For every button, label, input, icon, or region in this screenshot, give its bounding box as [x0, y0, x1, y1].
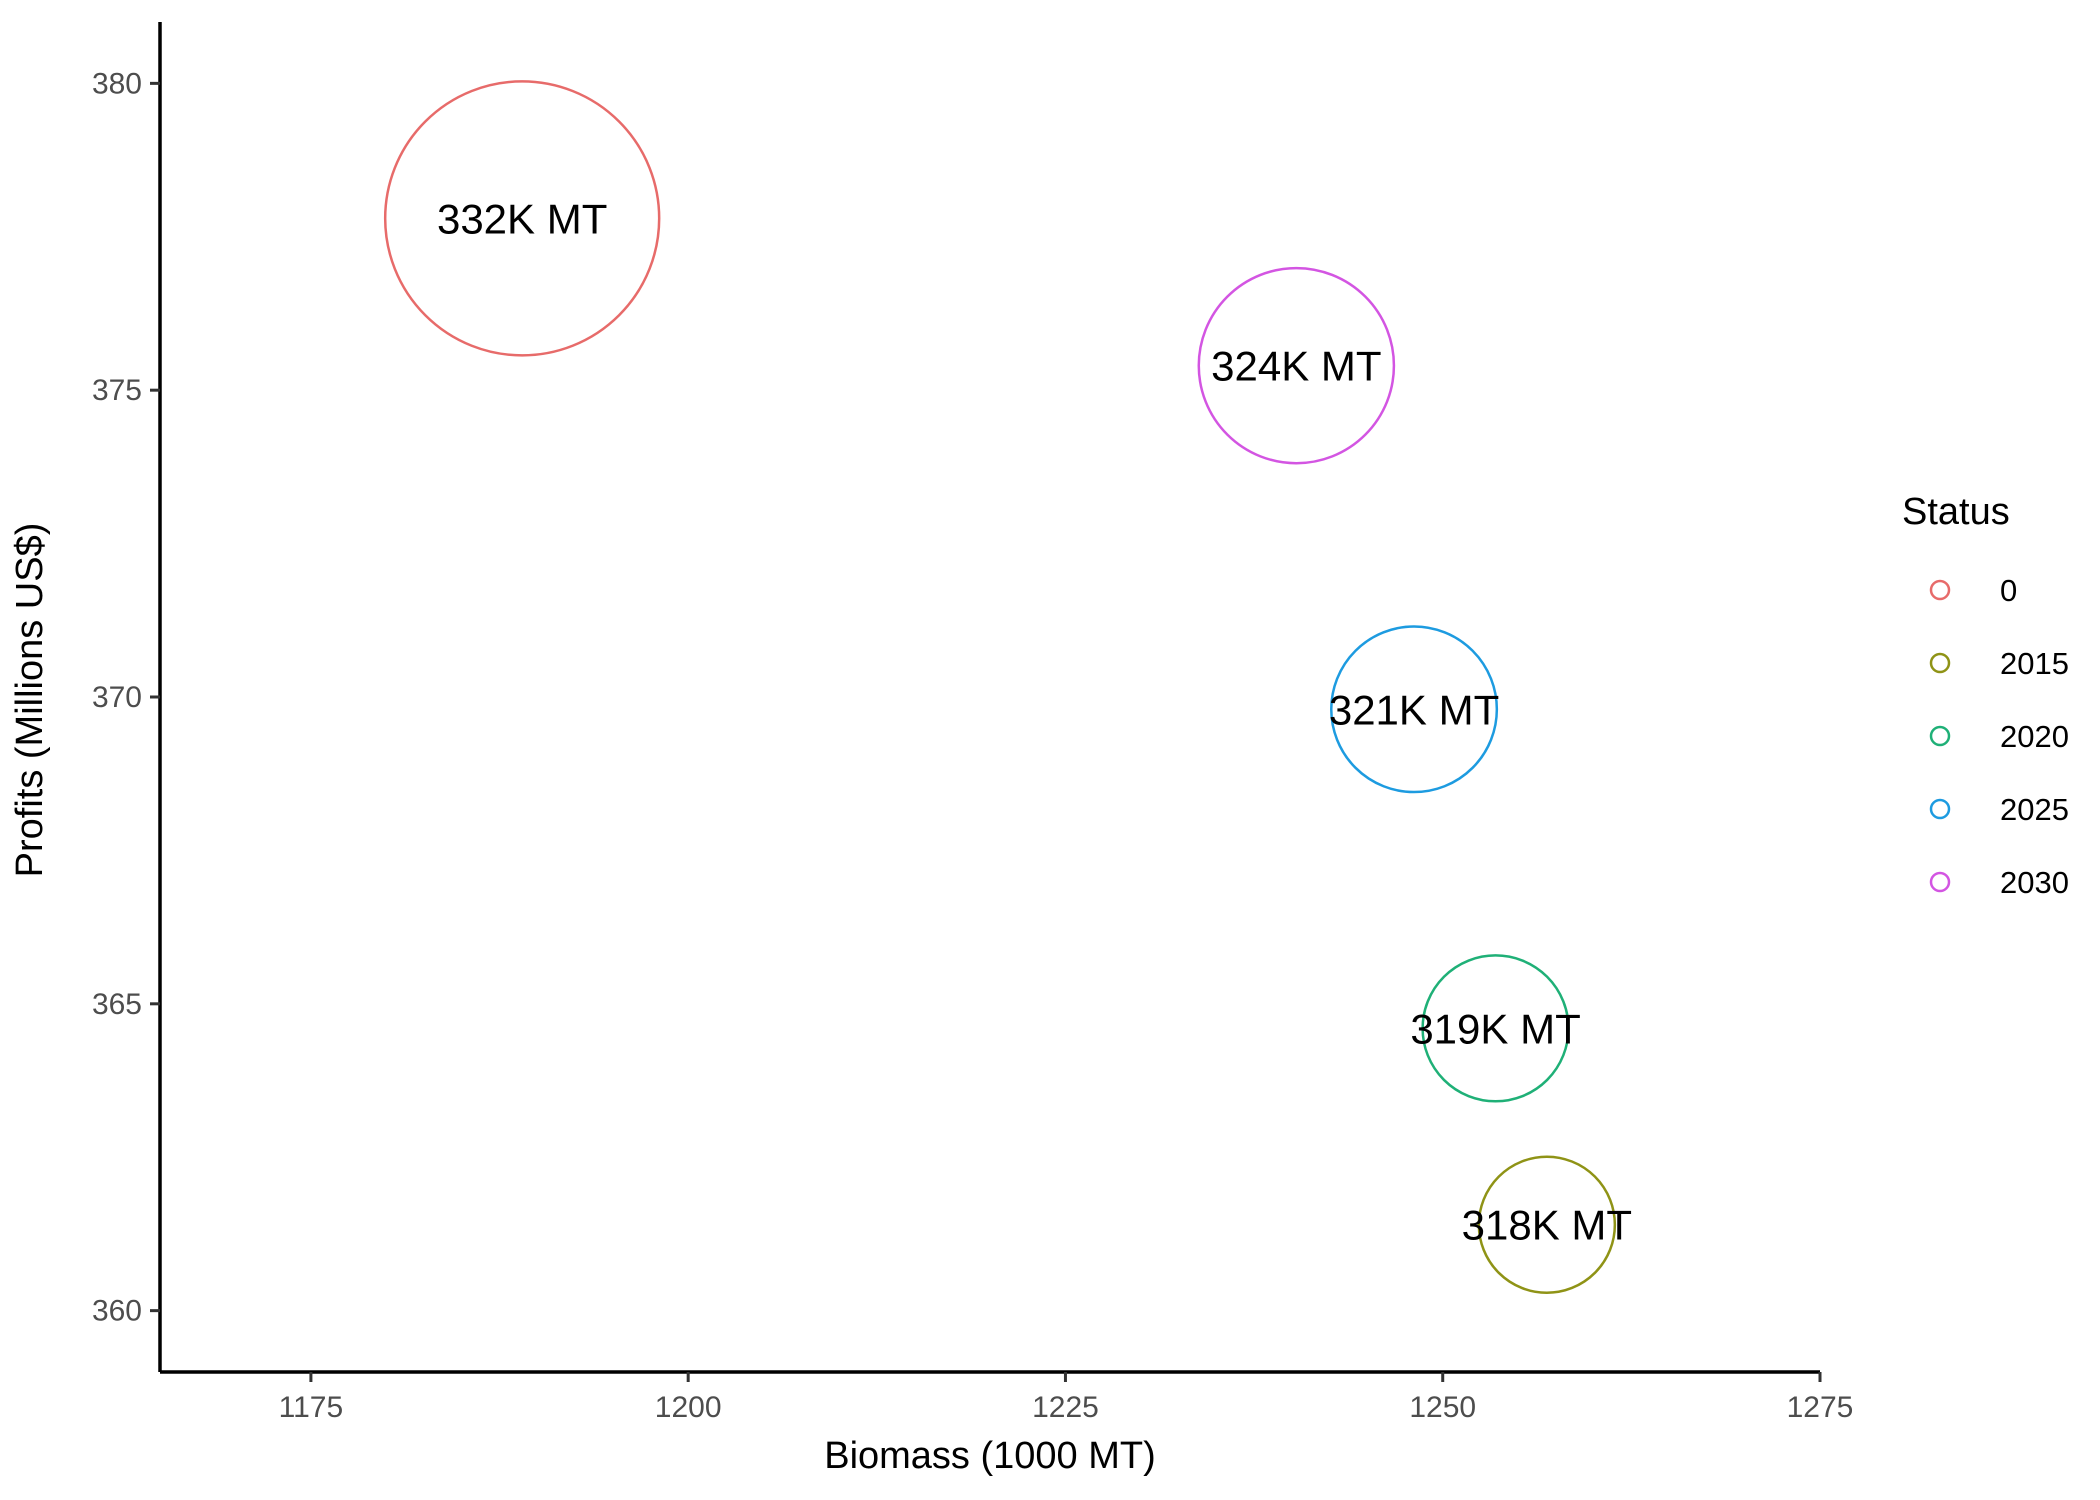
legend-key-0: [1929, 579, 1951, 601]
x-tick-label: 1175: [279, 1391, 344, 1424]
legend-label-2015: 2015: [2000, 646, 2069, 681]
axes: 1175 1200 1225 1250 1275 360 365 370 375 380: [92, 22, 1853, 1424]
legend-label-2030: 2030: [2000, 865, 2069, 900]
x-tick-label: 1250: [1409, 1391, 1476, 1424]
legend-key-2025: [1929, 798, 1951, 820]
legend: Status 0 2015 2020 2025 2030: [1902, 491, 2069, 900]
y-tick-label: 380: [92, 67, 142, 100]
bubble-2020: [1421, 954, 1570, 1103]
legend-key-2030: [1929, 871, 1951, 893]
bubble-label-2025: 321K MT: [1329, 686, 1499, 733]
bubble-label-2015: 318K MT: [1462, 1202, 1632, 1249]
y-axis-title: Profits (Millions US$): [9, 523, 51, 878]
legend-label-2025: 2025: [2000, 792, 2069, 827]
x-tick-label: 1200: [655, 1391, 722, 1424]
legend-key-2015: [1929, 652, 1951, 674]
x-tick-label: 1275: [1787, 1391, 1854, 1424]
y-tick-label: 375: [92, 374, 142, 407]
legend-title: Status: [1902, 491, 2010, 533]
y-tick-label: 365: [92, 988, 142, 1021]
bubble-label-0: 332K MT: [437, 195, 607, 242]
bubble-2030: [1197, 266, 1396, 465]
bubble-label-2030: 324K MT: [1211, 343, 1381, 390]
legend-key-2020: [1929, 725, 1951, 747]
bubble-2015: [1477, 1155, 1617, 1294]
bubble-label-2020: 319K MT: [1410, 1005, 1580, 1052]
bubbles: 332K MT 324K MT 321K MT 319K MT 318K MT: [383, 80, 1632, 1294]
x-axis-title: Biomass (1000 MT): [824, 1435, 1156, 1477]
bubble-2025: [1330, 625, 1499, 794]
x-tick-label: 1225: [1032, 1391, 1099, 1424]
y-tick-label: 360: [92, 1295, 142, 1328]
legend-label-0: 0: [2000, 573, 2017, 608]
bubble-0: [383, 80, 661, 357]
legend-label-2020: 2020: [2000, 719, 2069, 754]
y-tick-label: 370: [92, 681, 142, 714]
